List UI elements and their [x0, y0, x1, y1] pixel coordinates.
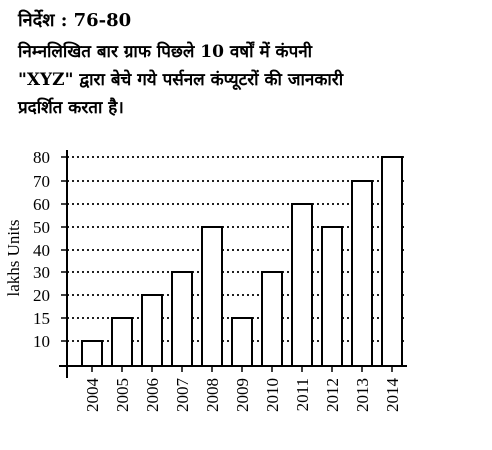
instruction-heading: निर्देश : 76-80	[18, 10, 132, 31]
bar-2005	[111, 317, 133, 367]
x-tick-label-2011: 2011	[293, 378, 312, 411]
x-tick-label-2013: 2013	[353, 378, 372, 412]
bar-2009	[231, 317, 253, 367]
axes	[59, 150, 407, 378]
y-tick-label-70: 70	[33, 172, 50, 191]
y-tick-label-80: 80	[33, 148, 50, 167]
y-tick-label-50: 50	[33, 218, 50, 237]
y-tick-label-40: 40	[33, 241, 50, 260]
instruction-line-3: प्रदर्शित करता है।	[18, 98, 124, 118]
x-tick-label-2008: 2008	[203, 378, 222, 412]
instruction-line-1: निम्नलिखित बार ग्राफ पिछले 10 वर्षों में…	[18, 42, 313, 62]
bar-2012	[321, 226, 343, 367]
bar-2014	[381, 156, 403, 367]
bars	[81, 156, 403, 367]
bar-2010	[261, 271, 283, 367]
instruction-line-2: "XYZ" द्वारा बेचे गये पर्सनल कंप्यूटरों …	[18, 70, 344, 90]
bar-2008	[201, 226, 223, 367]
bar-2007	[171, 271, 193, 367]
y-tick-labels: 10 15 20 30 40 50 60 70 80	[33, 148, 50, 351]
x-tick-labels: 2004 2005 2006 2007 2008 2009 2010 2011 2012 2013…	[83, 378, 402, 413]
x-tick-label-2009: 2009	[233, 378, 252, 412]
bar-2006	[141, 294, 163, 367]
x-tick-label-2012: 2012	[323, 378, 342, 412]
y-tick-label-15: 15	[33, 309, 50, 328]
bar-2011	[291, 203, 313, 367]
instruction-paragraph: निम्नलिखित बार ग्राफ पिछले 10 वर्षों में…	[18, 38, 460, 122]
x-tick-label-2010: 2010	[263, 378, 282, 412]
bar-2013	[351, 180, 373, 367]
x-tick-label-2007: 2007	[173, 378, 192, 413]
y-tick-label-10: 10	[33, 332, 50, 351]
y-tick-label-60: 60	[33, 195, 50, 214]
y-tick-label-30: 30	[33, 263, 50, 282]
x-tick-label-2014: 2014	[383, 378, 402, 413]
grid-lines	[67, 156, 407, 342]
x-tick-label-2005: 2005	[113, 378, 132, 412]
y-axis-label: lakhs Units	[4, 220, 23, 297]
y-tick-label-20: 20	[33, 286, 50, 305]
bar-2004	[81, 340, 103, 367]
x-tick-label-2006: 2006	[143, 378, 162, 412]
x-tick-label-2004: 2004	[83, 378, 102, 413]
